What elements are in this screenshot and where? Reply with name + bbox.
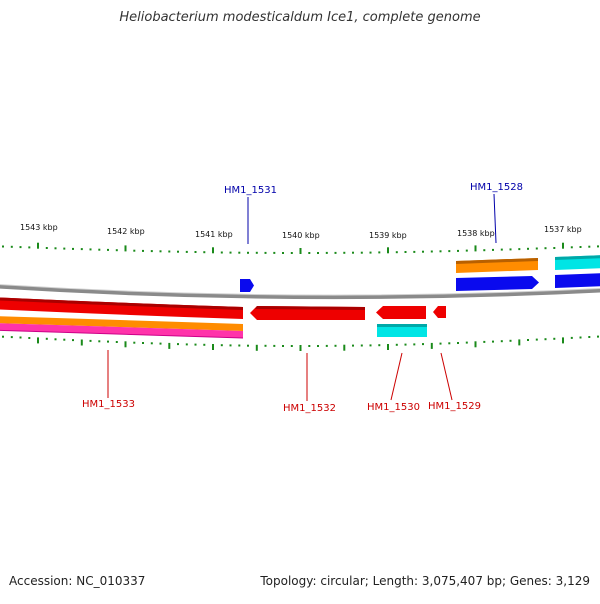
gene-HM1_1533-shade <box>0 297 243 310</box>
gene-label-HM1_1529[interactable]: HM1_1529 <box>428 401 481 412</box>
gene-HM1_1528[interactable] <box>456 276 539 291</box>
gene-right-cyan-shade <box>555 255 600 260</box>
gene-HM1_1528-orange-shade <box>456 258 538 264</box>
gene-right-blue[interactable] <box>555 273 600 288</box>
gene-leader-lines <box>107 193 497 401</box>
leader-HM1_1530 <box>390 352 403 401</box>
ruler-ticks-outer <box>2 242 599 254</box>
gene-label-HM1_1531[interactable]: HM1_1531 <box>224 185 277 196</box>
ruler-ticks-inner <box>2 335 599 351</box>
reverse-strand-features <box>0 297 446 339</box>
leader-HM1_1528 <box>493 193 497 244</box>
gene-label-HM1_1533[interactable]: HM1_1533 <box>82 399 135 410</box>
gene-labels: HM1_1531 HM1_1528 HM1_1533 HM1_1532 HM1_… <box>82 182 523 414</box>
gene-HM1_1530[interactable] <box>376 306 426 319</box>
gene-HM1_1531[interactable] <box>240 279 254 292</box>
ruler-label-1543: 1543 kbp <box>20 223 58 232</box>
genome-backbone-highlight <box>0 284 600 296</box>
forward-strand-features <box>240 255 600 292</box>
genome-summary-text: Topology: circular; Length: 3,075,407 bp… <box>260 574 590 588</box>
ruler-label-1538: 1538 kbp <box>457 229 495 238</box>
gene-HM1_1530-cyan-shade <box>377 324 427 327</box>
accession-text: Accession: NC_010337 <box>9 574 146 588</box>
gene-HM1_1530-cyan[interactable] <box>377 324 427 337</box>
leader-HM1_1529 <box>440 352 453 401</box>
ruler-label-1540: 1540 kbp <box>282 231 320 240</box>
gene-label-HM1_1528[interactable]: HM1_1528 <box>470 182 523 193</box>
gene-HM1_1533-magenta[interactable] <box>0 323 243 338</box>
ruler-label-1537: 1537 kbp <box>544 225 582 234</box>
gene-label-HM1_1530[interactable]: HM1_1530 <box>367 402 420 413</box>
gene-HM1_1533-orange[interactable] <box>0 316 243 331</box>
gene-HM1_1532-shade <box>255 306 365 310</box>
gene-label-HM1_1532[interactable]: HM1_1532 <box>283 403 336 414</box>
genome-backbone <box>0 284 600 300</box>
ruler-label-1539: 1539 kbp <box>369 231 407 240</box>
ruler-labels: 1543 kbp 1542 kbp 1541 kbp 1540 kbp 1539… <box>20 223 582 240</box>
ruler-label-1541: 1541 kbp <box>195 230 233 239</box>
genome-title: Heliobacterium modesticaldum Ice1, compl… <box>119 10 481 25</box>
ruler-label-1542: 1542 kbp <box>107 227 145 236</box>
gene-HM1_1533-magenta-line <box>0 329 244 339</box>
gene-HM1_1529[interactable] <box>433 306 446 318</box>
